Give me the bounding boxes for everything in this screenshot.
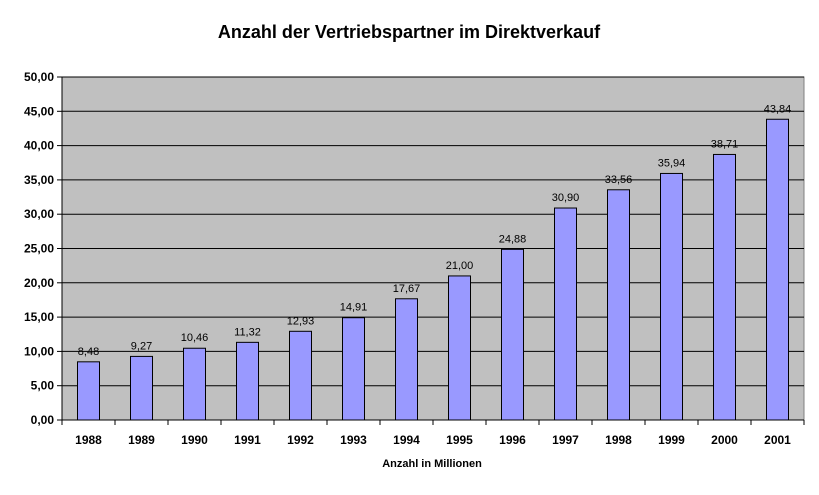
y-tick-label: 50,00 (24, 70, 54, 84)
x-tick-label: 1999 (658, 433, 685, 447)
chart-title: Anzahl der Vertriebspartner im Direktver… (218, 22, 601, 42)
data-label-2000: 38,71 (711, 138, 739, 150)
data-label-1997: 30,90 (552, 192, 580, 204)
data-label-1994: 17,67 (393, 283, 421, 295)
y-tick-label: 15,00 (24, 310, 54, 324)
data-label-1989: 9,27 (131, 340, 152, 352)
bar-2001 (766, 118, 789, 421)
y-tick-label: 30,00 (24, 207, 54, 221)
data-label-1996: 24,88 (499, 233, 527, 245)
x-tick-label: 1991 (234, 433, 261, 447)
data-label-1990: 10,46 (181, 332, 209, 344)
data-label-1992: 12,93 (287, 315, 315, 327)
data-label-1988: 8,48 (78, 346, 99, 358)
y-tick-label: 0,00 (31, 413, 55, 427)
x-tick-label: 1988 (75, 433, 102, 447)
data-label-1999: 35,94 (658, 157, 686, 169)
x-tick-label: 1997 (552, 433, 579, 447)
data-label-1991: 11,32 (234, 326, 261, 338)
bar-1988 (77, 361, 100, 421)
bar-1989 (130, 355, 153, 421)
y-tick-label: 10,00 (24, 344, 54, 358)
data-labels: 8,48 9,27 10,46 11,32 12,93 14,91 17,67 21,00 24… (78, 103, 791, 358)
bar-1994 (395, 298, 418, 421)
y-tick-label: 45,00 (24, 104, 54, 118)
y-tick-label: 25,00 (24, 242, 54, 256)
x-tick-label: 1989 (128, 433, 155, 447)
y-tick-label: 5,00 (31, 379, 55, 393)
bar-1995 (448, 275, 471, 421)
bar-1999 (660, 172, 683, 421)
x-axis-ticks: 1988 1989 1990 1991 1992 1993 1994 1995 1996 1997… (61, 420, 805, 447)
x-tick-label: 2001 (764, 433, 791, 447)
x-tick-label: 1990 (181, 433, 208, 447)
y-tick-label: 20,00 (24, 276, 54, 290)
bar-1993 (342, 317, 365, 421)
bar-1996 (501, 248, 524, 421)
x-axis-title: Anzahl in Millionen (382, 458, 482, 470)
bar-2000 (713, 153, 736, 421)
data-label-1998: 33,56 (605, 174, 633, 186)
data-label-1995: 21,00 (446, 260, 474, 272)
bar-1997 (554, 207, 577, 421)
bar-1998 (607, 189, 630, 421)
bars (77, 118, 789, 421)
x-tick-label: 1998 (605, 433, 632, 447)
bar-1992 (289, 330, 312, 421)
data-label-2001: 43,84 (764, 103, 792, 115)
x-tick-label: 1995 (446, 433, 473, 447)
y-tick-label: 40,00 (24, 139, 54, 153)
bar-1990 (183, 347, 206, 421)
x-tick-label: 1994 (393, 433, 420, 447)
x-tick-label: 2000 (711, 433, 738, 447)
x-tick-label: 1992 (287, 433, 314, 447)
x-tick-label: 1993 (340, 433, 367, 447)
x-tick-label: 1996 (499, 433, 526, 447)
data-label-1993: 14,91 (340, 302, 368, 314)
y-axis-ticks: 0,00 5,00 10,00 15,00 20,00 25,00 30,00 35,00 40… (24, 70, 62, 427)
bar-1991 (236, 341, 259, 421)
y-tick-label: 35,00 (24, 173, 54, 187)
